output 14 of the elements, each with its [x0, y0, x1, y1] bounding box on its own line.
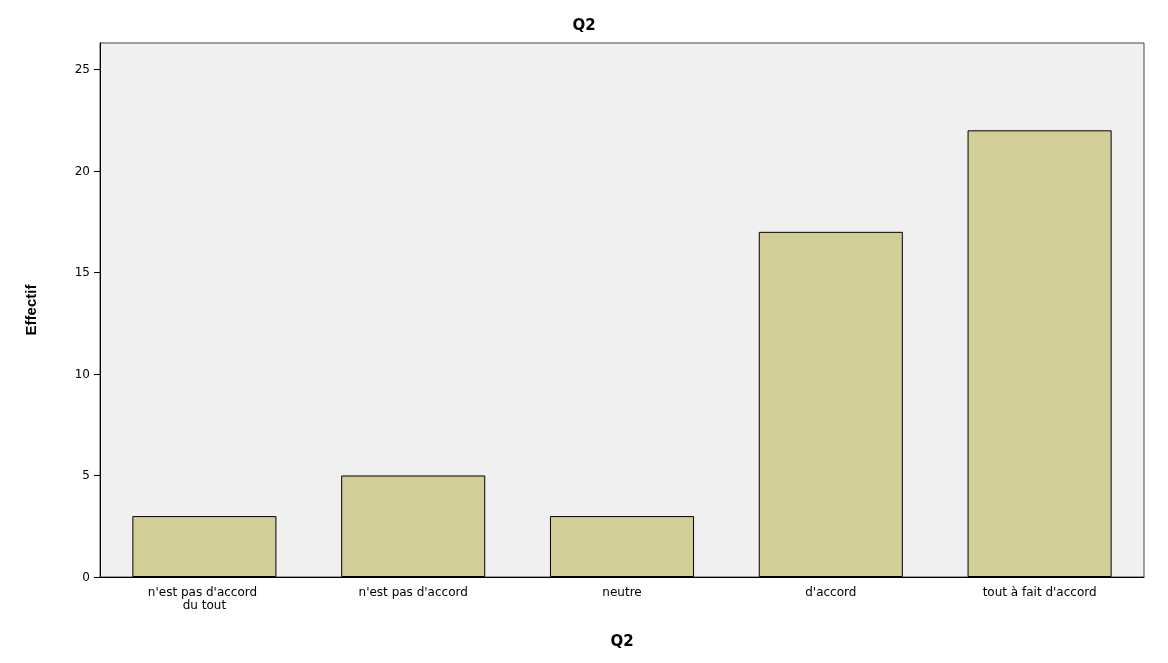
y-tick-label: 10	[74, 366, 90, 381]
chart-title: Q2	[572, 15, 596, 34]
y-tick-label: 25	[74, 62, 90, 77]
y-tick-label: 15	[74, 265, 90, 280]
y-tick-label: 20	[74, 163, 90, 178]
x-tick-label: n'est pas d'accord du tout	[147, 584, 261, 612]
x-tick-label: neutre	[602, 584, 642, 599]
y-tick-label: 0	[82, 570, 90, 584]
y-axis-title: Effectif	[22, 283, 39, 336]
x-axis-title: Q2	[610, 631, 634, 650]
x-tick-label: d'accord	[805, 584, 857, 599]
x-tick-label: tout à fait d'accord	[982, 584, 1097, 599]
y-tick-label: 5	[82, 468, 90, 483]
x-tick-label: n'est pas d'accord	[358, 584, 468, 599]
